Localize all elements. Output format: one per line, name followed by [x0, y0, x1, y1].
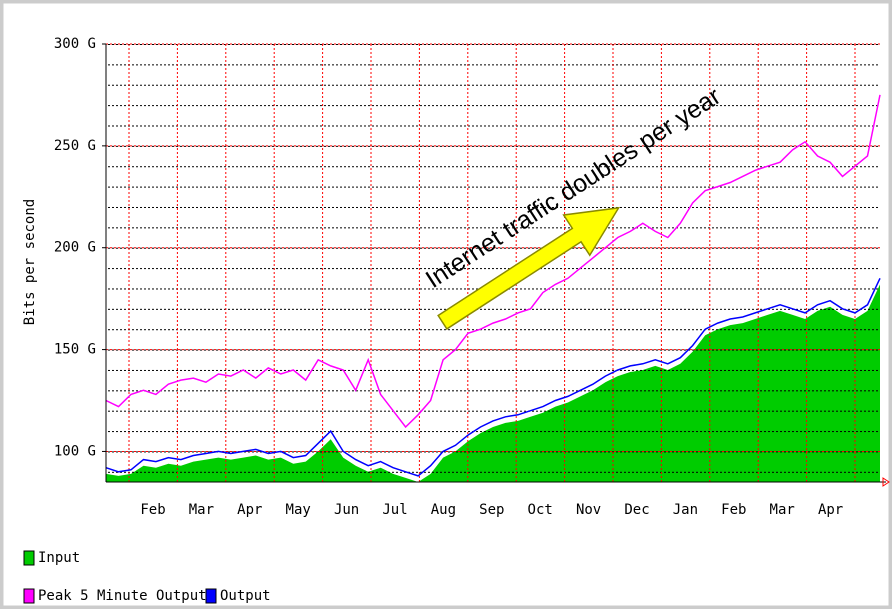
x-tick-label: Nov — [576, 502, 601, 518]
x-tick-label: Aug — [431, 502, 456, 518]
legend-swatch — [23, 550, 35, 566]
legend-label: Output — [220, 588, 271, 604]
y-tick-label: 150 G — [54, 342, 96, 358]
x-tick-label: Apr — [818, 502, 843, 518]
x-tick-label: Apr — [237, 502, 262, 518]
x-tick-label: Dec — [624, 502, 649, 518]
x-tick-label: Jan — [673, 502, 698, 518]
y-axis-label: Bits per second — [22, 199, 38, 325]
x-tick-label: Oct — [528, 502, 553, 518]
y-tick-label: 300 G — [54, 36, 96, 52]
x-tick-label: May — [286, 502, 311, 518]
legend-label: Peak 5 Minute Output — [38, 588, 207, 604]
plot — [105, 43, 881, 482]
x-tick-label: Jul — [382, 502, 407, 518]
x-tick-label: Mar — [770, 502, 795, 518]
x-tick-label: Jun — [334, 502, 359, 518]
series-line — [105, 277, 881, 477]
x-tick-label: Mar — [189, 502, 214, 518]
y-tick-label: 250 G — [54, 138, 96, 154]
legend-swatch — [23, 588, 35, 604]
arrow — [437, 206, 621, 330]
x-axis-arrow — [882, 477, 890, 487]
minor-grid — [106, 44, 880, 482]
x-tick-label: Feb — [721, 502, 746, 518]
legend-label: Input — [38, 550, 80, 566]
y-tick-label: 200 G — [54, 240, 96, 256]
y-tick-label: 100 G — [54, 443, 96, 459]
x-tick-label: Feb — [140, 502, 165, 518]
legend-swatch — [205, 588, 217, 604]
series-line — [105, 94, 881, 429]
x-tick-label: Sep — [479, 502, 504, 518]
